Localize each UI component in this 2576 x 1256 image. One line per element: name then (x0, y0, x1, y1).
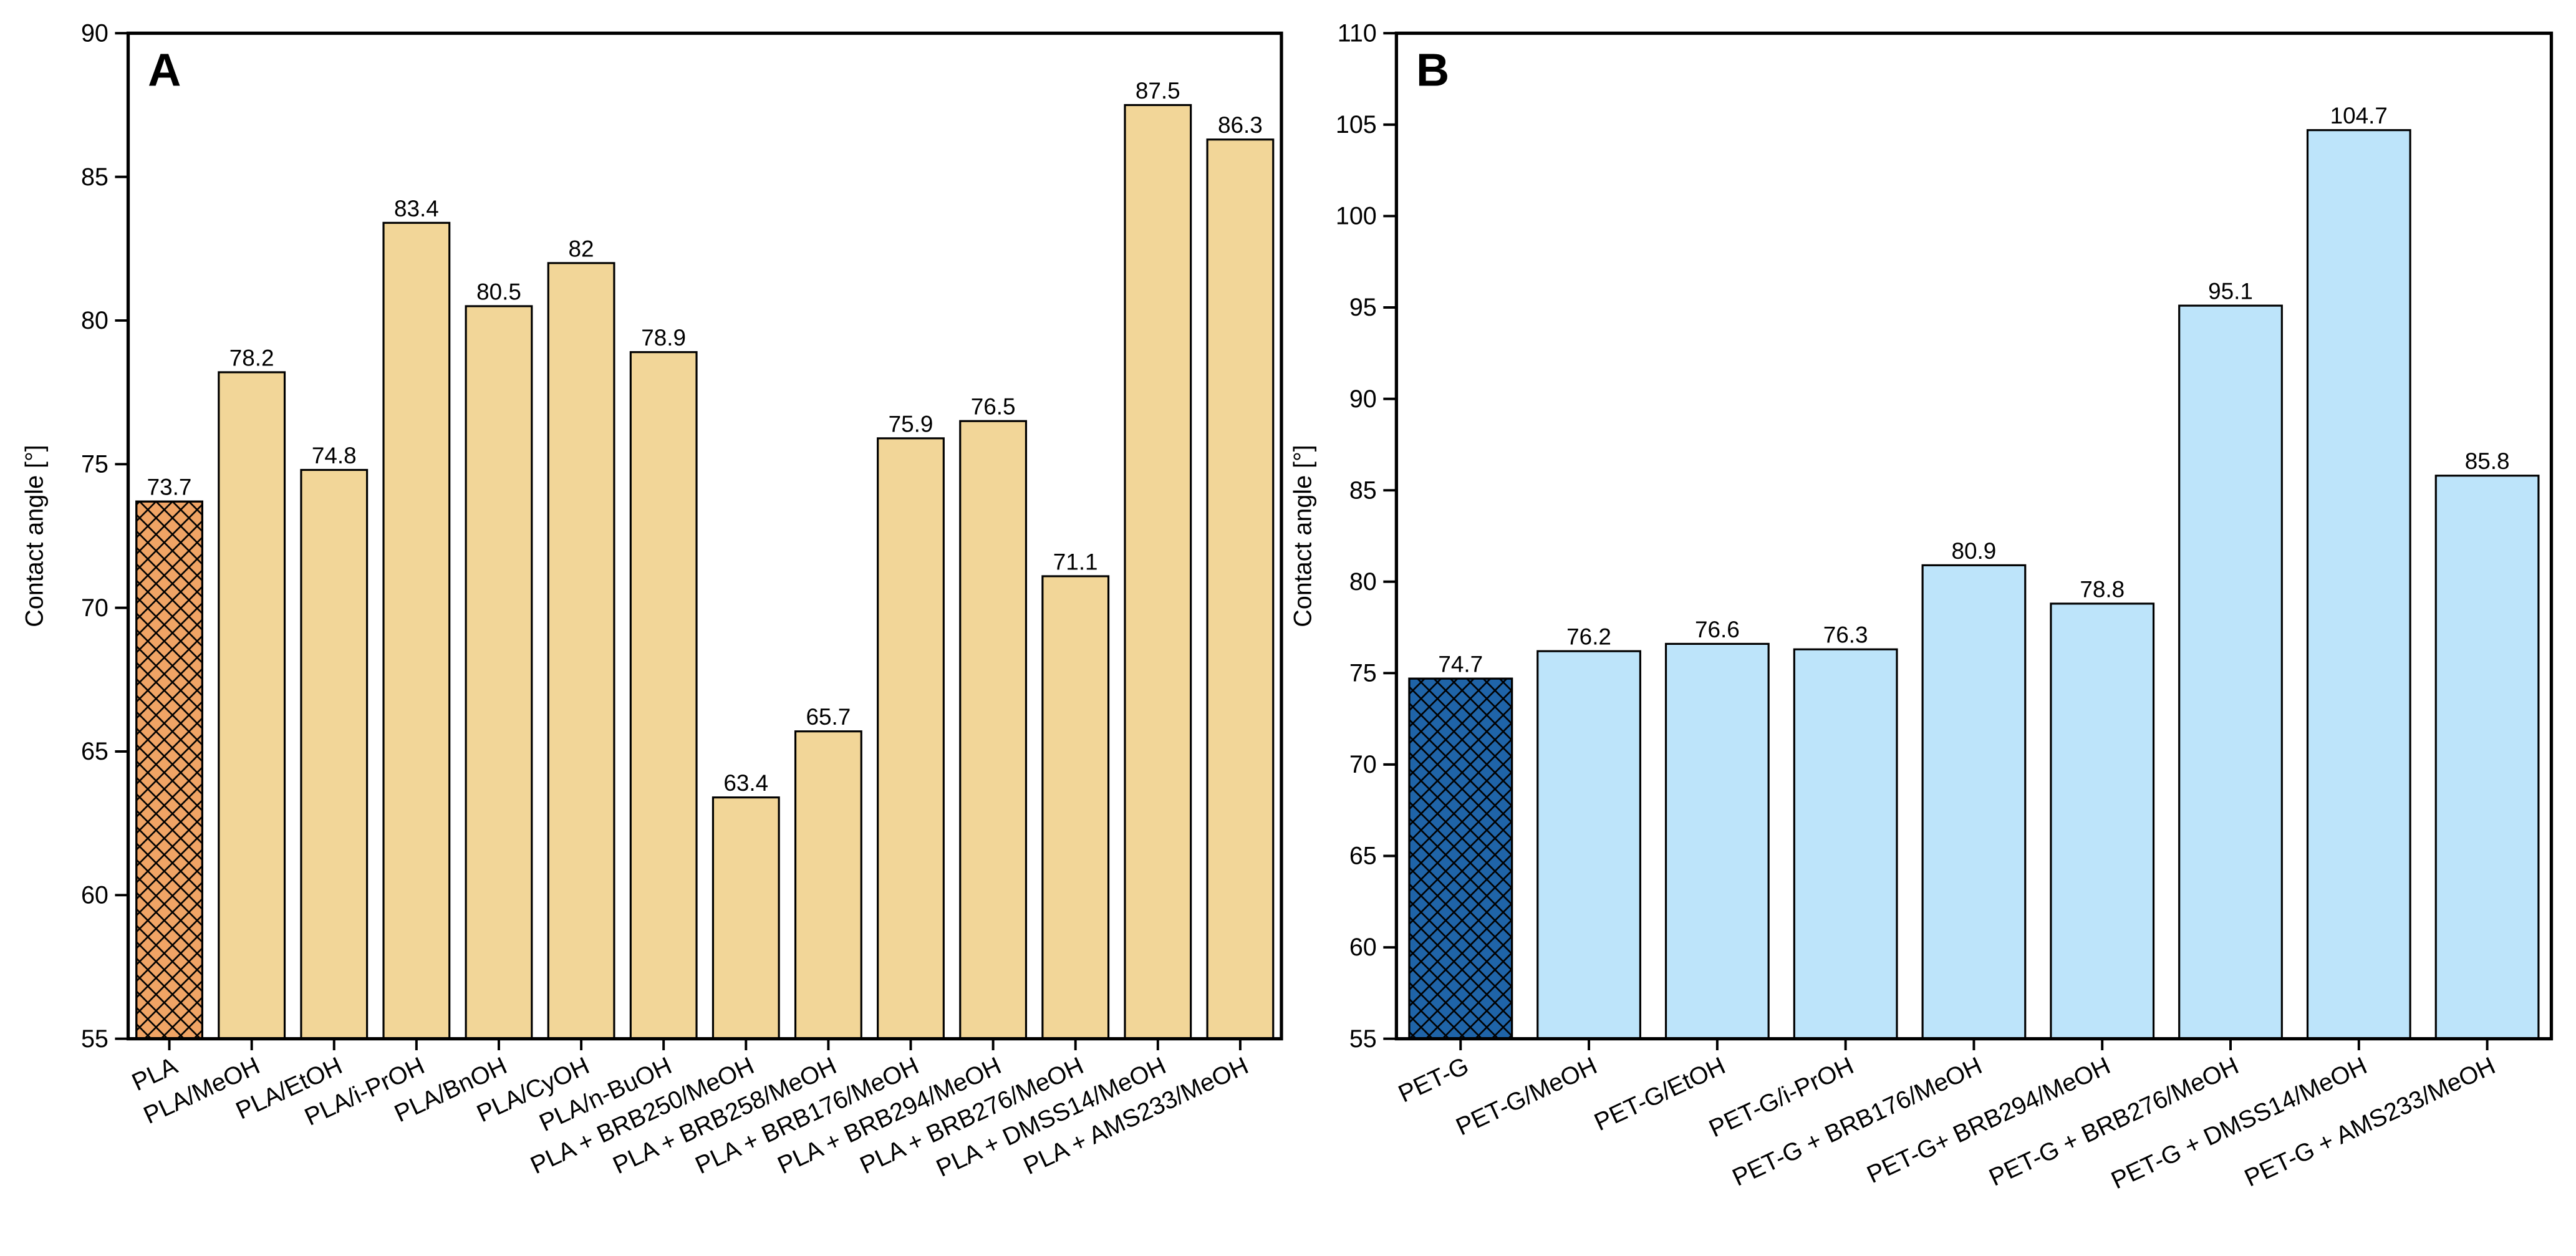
plot-frame (126, 31, 1283, 1041)
y-axis-label: Contact angle [°] (1289, 445, 1316, 627)
bar (877, 437, 945, 1040)
y-tick-label: 75 (1349, 660, 1377, 687)
bar (1793, 648, 1898, 1040)
bar (1921, 564, 2027, 1040)
value-label: 74.8 (312, 443, 357, 468)
y-tick-label: 55 (81, 1025, 109, 1053)
plot-frame (1394, 31, 2554, 1041)
value-label: 71.1 (1053, 549, 1098, 574)
bar (1664, 642, 1770, 1040)
value-label: 65.7 (806, 704, 851, 730)
bar (465, 305, 533, 1040)
value-label: 95.1 (2208, 279, 2253, 304)
value-label: 73.7 (147, 475, 192, 500)
x-tick-label: PET-G + BRB176/MeOH (1729, 1052, 1987, 1192)
bar (959, 420, 1028, 1040)
y-tick-label: 55 (1349, 1025, 1377, 1053)
y-tick-label: 65 (1349, 843, 1377, 870)
bar (218, 371, 286, 1040)
bar (1206, 138, 1275, 1040)
value-label: 63.4 (723, 770, 768, 796)
value-label: 85.8 (2465, 448, 2510, 474)
y-tick-label: 85 (81, 163, 109, 191)
bar (1041, 575, 1110, 1040)
value-label: 83.4 (394, 196, 439, 221)
value-label: 74.7 (1438, 652, 1483, 677)
bar (2050, 602, 2155, 1040)
value-label: 76.6 (1695, 617, 1740, 642)
value-label: 78.2 (229, 345, 274, 370)
bar-hatch (135, 500, 203, 1040)
bar (2306, 129, 2411, 1040)
value-label: 78.9 (641, 325, 686, 350)
value-label: 82 (569, 236, 594, 261)
y-tick-label: 80 (1349, 568, 1377, 596)
x-tick-label: PET-G + AMS233/MeOH (2241, 1052, 2500, 1192)
y-tick-label: 100 (1336, 203, 1377, 230)
y-tick-label: 105 (1336, 111, 1377, 138)
value-label: 78.8 (2080, 576, 2125, 602)
bar (547, 262, 615, 1040)
y-tick-label: 70 (1349, 751, 1377, 778)
y-tick-label: 60 (81, 881, 109, 909)
value-label: 80.9 (1952, 538, 1997, 564)
y-tick-label: 90 (81, 19, 109, 47)
bar (2178, 304, 2283, 1040)
y-tick-label: 95 (1349, 294, 1377, 321)
bar (1124, 104, 1192, 1040)
y-tick-label: 85 (1349, 476, 1377, 504)
value-label: 75.9 (889, 411, 933, 437)
panel-label: B (1416, 44, 1449, 96)
value-label: 80.5 (476, 279, 521, 304)
y-tick-label: 75 (81, 450, 109, 478)
panel-label: A (148, 44, 181, 96)
bar (629, 351, 698, 1040)
value-label: 76.3 (1823, 622, 1868, 648)
y-tick-label: 90 (1349, 385, 1377, 413)
bar (382, 221, 451, 1040)
x-tick-label: PET-G/MeOH (1452, 1052, 1601, 1141)
bar (300, 468, 369, 1040)
bar (794, 730, 862, 1040)
value-label: 86.3 (1218, 112, 1263, 138)
y-tick-label: 65 (81, 738, 109, 765)
x-tick-label: PET-G (1394, 1052, 1473, 1108)
value-label: 76.2 (1566, 624, 1611, 650)
bar-hatch (1408, 677, 1513, 1040)
value-label: 87.5 (1136, 78, 1180, 104)
y-axis-label: Contact angle [°] (21, 445, 48, 627)
y-tick-label: 70 (81, 594, 109, 622)
y-tick-label: 60 (1349, 934, 1377, 961)
y-tick-label: 80 (81, 307, 109, 334)
bar (2434, 475, 2540, 1040)
y-tick-label: 110 (1338, 19, 1377, 47)
bar (1536, 650, 1641, 1040)
value-label: 104.7 (2330, 103, 2388, 128)
value-label: 76.5 (971, 394, 1016, 420)
bar (712, 796, 780, 1040)
